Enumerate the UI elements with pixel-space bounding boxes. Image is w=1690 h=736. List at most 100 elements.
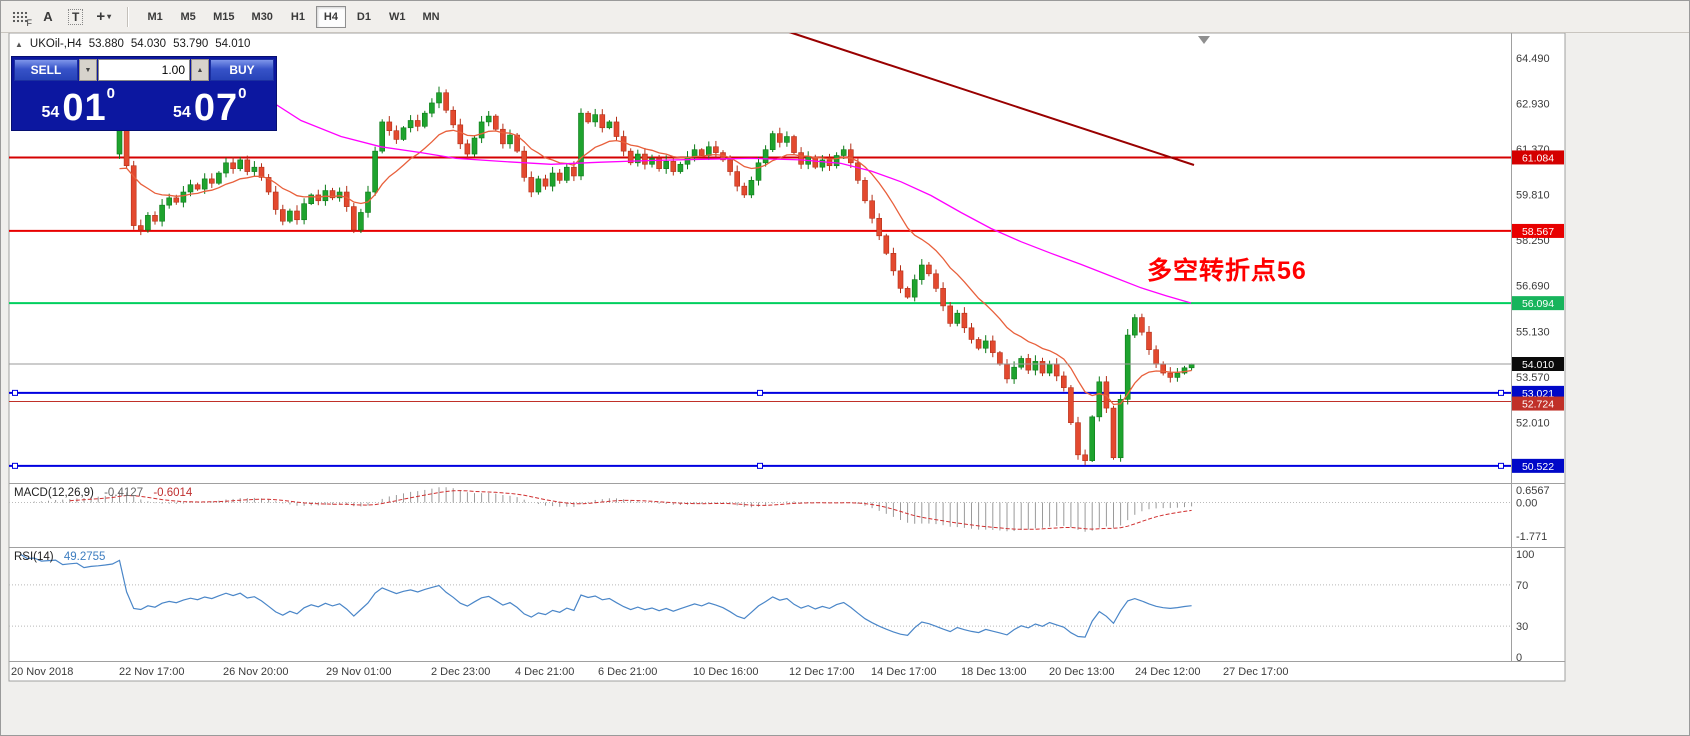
price-axis[interactable] <box>1511 33 1565 661</box>
candlestick <box>890 253 897 272</box>
hline-handle[interactable] <box>12 389 18 396</box>
axis-label: 62.930 <box>1516 99 1550 111</box>
candlestick <box>308 194 315 204</box>
ask-sup-digit: 0 <box>238 85 247 102</box>
candlestick <box>926 264 932 275</box>
ohlc-close: 54.010 <box>215 38 251 50</box>
timeframe-m30[interactable]: M30 <box>245 6 280 28</box>
candlestick <box>649 158 655 165</box>
axis-label: 52.010 <box>1516 417 1550 429</box>
chart-shift-marker[interactable] <box>1198 36 1210 44</box>
candlestick <box>521 150 528 178</box>
toolbar-separator <box>127 6 130 27</box>
candlestick <box>400 127 407 140</box>
candlestick <box>642 153 648 165</box>
timeframe-d1[interactable]: D1 <box>349 6 379 28</box>
candlestick <box>301 203 307 221</box>
symbol-label: UKOil-,H4 <box>29 38 82 50</box>
crosshair-tool-button[interactable]: + ▾ <box>91 5 116 29</box>
trendline[interactable] <box>785 30 1195 166</box>
candlestick <box>862 180 868 202</box>
candlestick <box>904 288 911 298</box>
candlestick <box>847 149 854 164</box>
chart-annotation-text[interactable]: 多空转折点56 <box>1147 257 1307 285</box>
ma-fast-line[interactable] <box>119 129 1192 406</box>
candlestick <box>187 184 194 193</box>
timeframe-m5[interactable]: M5 <box>173 6 203 28</box>
axis-label: 64.490 <box>1516 53 1550 65</box>
price-badge <box>1512 296 1564 311</box>
hline-handle[interactable] <box>1498 389 1504 396</box>
timeframe-h4[interactable]: H4 <box>315 5 346 28</box>
ohlc-low: 53.790 <box>173 38 209 50</box>
time-axis[interactable] <box>9 662 1511 681</box>
candlestick <box>592 114 599 123</box>
candlestick <box>563 166 570 181</box>
cursor-tool-button[interactable]: A <box>36 5 60 29</box>
timeframe-w1[interactable]: W1 <box>382 6 413 28</box>
timeframe-mn[interactable]: MN <box>415 6 446 28</box>
candlestick <box>1053 363 1060 377</box>
ask-price-display[interactable]: 54 07 0 <box>146 82 275 129</box>
timeframe-m1[interactable]: M1 <box>140 6 170 28</box>
candlestick <box>1117 399 1124 459</box>
candlestick <box>627 150 634 164</box>
sell-button[interactable]: SELL <box>14 59 78 81</box>
chevron-down-icon: ▾ <box>107 12 112 21</box>
price-badge-label: 56.094 <box>1522 298 1554 310</box>
candlestick <box>911 279 918 298</box>
hline-handle[interactable] <box>757 462 763 469</box>
candlestick <box>159 204 165 222</box>
candlestick <box>180 191 187 203</box>
candlestick <box>386 121 393 131</box>
bid-price-display[interactable]: 54 01 0 <box>14 82 143 129</box>
candlestick <box>1061 375 1067 388</box>
ohlc-open: 53.880 <box>88 38 124 50</box>
candlestick <box>989 340 996 353</box>
candlestick <box>855 162 861 181</box>
text-tool-button[interactable]: T <box>63 5 88 29</box>
candlestick <box>578 112 584 177</box>
candlestick <box>166 197 172 206</box>
buy-button[interactable]: BUY <box>210 59 274 81</box>
candlestick <box>421 112 428 127</box>
candlestick <box>436 92 442 104</box>
candlestick <box>201 178 208 190</box>
crosshair-icon: + <box>96 8 106 25</box>
chart-title: ▲ UKOil-,H4 53.880 54.030 53.790 54.010 <box>15 38 250 50</box>
candlestick <box>1039 361 1046 374</box>
lot-decrease-button[interactable]: ▼ <box>79 59 97 81</box>
toolbar: F A T + ▾ M1 M5 M15 M30 H1 H4 D1 W1 MN <box>1 1 1689 33</box>
bid-prefix: 54 <box>41 104 60 121</box>
dots-glyph <box>12 10 28 23</box>
lot-size-input[interactable] <box>98 59 190 81</box>
candlestick <box>1146 331 1152 350</box>
candlestick <box>329 190 336 199</box>
rsi-name: RSI(14) <box>14 551 54 563</box>
time-label: 10 Dec 16:00 <box>693 666 758 678</box>
candlestick <box>784 136 790 143</box>
price-badge-label: 58.567 <box>1522 226 1554 238</box>
axis-label: 58.250 <box>1516 235 1550 247</box>
candlestick <box>194 184 201 190</box>
candlestick <box>613 121 620 137</box>
candlestick <box>336 191 343 199</box>
lot-increase-button[interactable]: ▲ <box>191 59 209 81</box>
price-badge <box>1512 357 1564 371</box>
time-label: 20 Dec 13:00 <box>1049 666 1114 678</box>
price-badge <box>1512 396 1564 411</box>
hline-handle[interactable] <box>1498 462 1504 469</box>
hline-handle[interactable] <box>757 389 763 396</box>
time-label: 22 Nov 17:00 <box>119 666 184 678</box>
dots-grid-icon[interactable]: F <box>7 6 33 28</box>
candlestick <box>975 339 982 349</box>
timeframe-h1[interactable]: H1 <box>283 6 313 28</box>
macd-signal-value: -0.6014 <box>153 487 193 499</box>
ma-slow-line[interactable] <box>268 99 1192 304</box>
timeframe-m15[interactable]: M15 <box>206 6 241 28</box>
price-badge-label: 52.724 <box>1522 399 1554 411</box>
candlestick <box>1011 366 1017 380</box>
time-label: 29 Nov 01:00 <box>326 666 391 678</box>
hline-handle[interactable] <box>12 462 18 469</box>
